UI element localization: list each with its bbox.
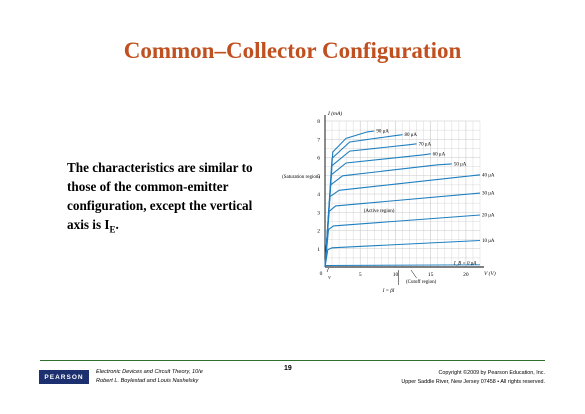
x-tick-label: 10	[393, 272, 399, 278]
x-tick-label: 15	[428, 272, 434, 278]
footer-book-info: Electronic Devices and Circuit Theory, 1…	[96, 368, 203, 386]
x-tick-label: 20	[463, 272, 469, 278]
y-tick-label: 8	[317, 119, 320, 125]
y-axis-title: I (mA)	[327, 110, 342, 117]
footer-copyright-line: Copyright ©2009 by Pearson Education, In…	[401, 369, 545, 378]
footer-address-line: Upper Saddle River, New Jersey 07458 • A…	[401, 378, 545, 387]
cutoff-arrow	[411, 270, 417, 278]
curve-label: 40 μA	[482, 173, 495, 178]
footer-copyright: Copyright ©2009 by Pearson Education, In…	[401, 369, 545, 387]
x-axis-title: V (V)	[484, 270, 496, 277]
curve-label: 60 μA	[433, 152, 446, 157]
footer-book-title: Electronic Devices and Circuit Theory, 1…	[96, 368, 203, 377]
y-tick-label: 6	[317, 156, 320, 162]
y-tick-label: 2	[317, 229, 320, 235]
curve-label: 20 μA	[482, 213, 495, 218]
x-tick-label: 5	[359, 272, 362, 278]
iceo-label: I = βI	[382, 289, 395, 294]
curve-label: 30 μA	[482, 192, 495, 197]
curve-label: 90 μA	[376, 130, 389, 135]
cutoff-region-label: (Cutoff region)	[406, 280, 437, 285]
footer-divider	[40, 360, 545, 361]
curve-label: 70 μA	[419, 142, 432, 147]
y-tick-label: 1	[317, 247, 320, 253]
active-region-label: (Active region)	[364, 209, 395, 214]
curve-label: 10 μA	[482, 239, 495, 244]
curve-label: I_B = 0 μA	[453, 261, 477, 266]
curve-label: 50 μA	[454, 162, 467, 167]
y-tick-label: 3	[317, 210, 320, 216]
vcesat-arrow	[327, 268, 329, 272]
vce-sat-label: V	[328, 275, 332, 280]
y-tick-label: 7	[317, 137, 320, 143]
saturation-region-label: (Saturation region)	[282, 175, 320, 180]
slide-title: Common–Collector Configuration	[0, 38, 585, 64]
body-text-period: .	[116, 217, 119, 232]
y-tick-label: 4	[317, 192, 320, 198]
body-text-main: The characteristics are similar to those…	[67, 160, 253, 232]
curve-label: 80 μA	[405, 133, 418, 138]
footer-authors: Robert L. Boylestad and Louis Nashelsky	[96, 377, 203, 386]
pearson-logo: PEARSON	[39, 370, 89, 384]
body-text: The characteristics are similar to those…	[67, 158, 267, 240]
page-number: 19	[284, 365, 292, 372]
origin-label: 0	[320, 271, 323, 277]
